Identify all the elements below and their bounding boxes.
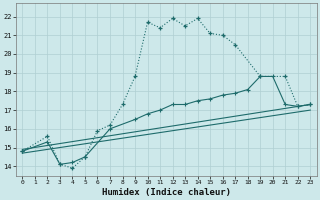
X-axis label: Humidex (Indice chaleur): Humidex (Indice chaleur) xyxy=(102,188,231,197)
